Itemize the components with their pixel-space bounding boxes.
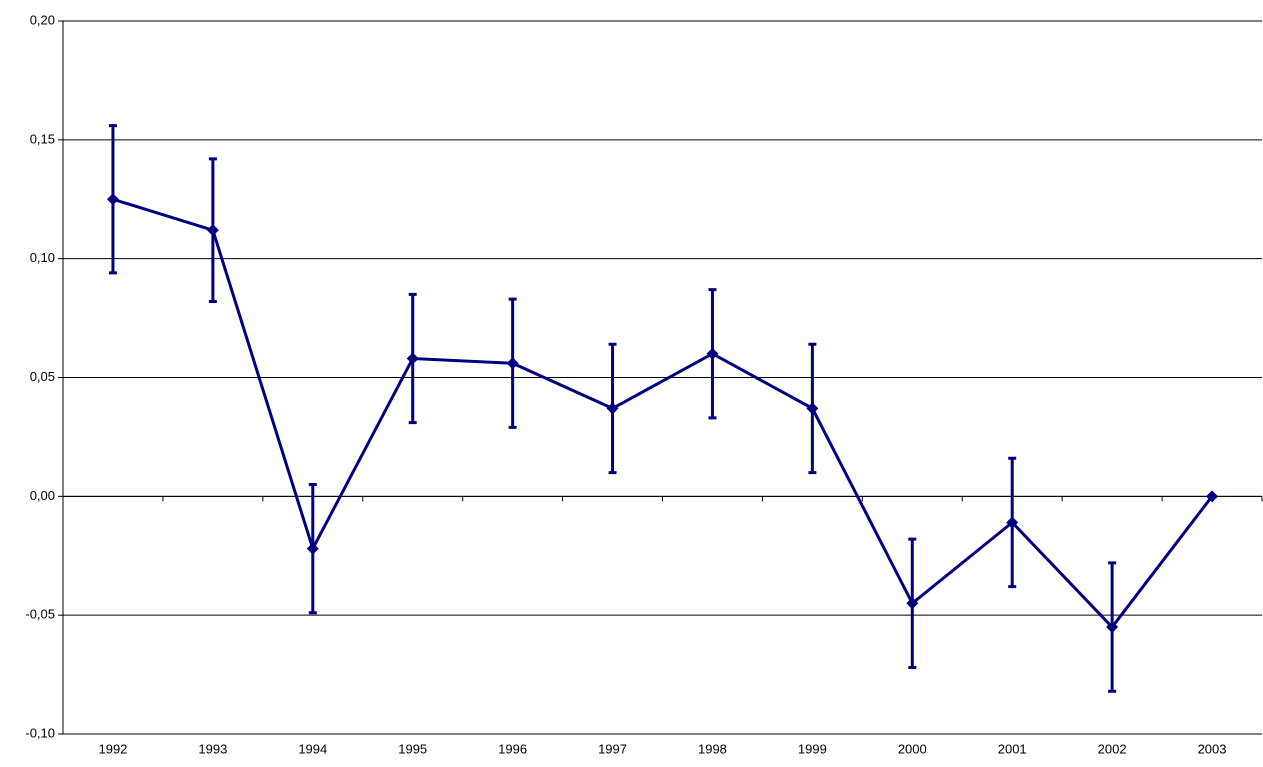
x-tick-label: 1995 (398, 741, 427, 756)
y-tick-label: 0,05 (30, 369, 55, 384)
data-point (306, 542, 319, 555)
data-point (406, 352, 419, 365)
x-tick-label: 1993 (198, 741, 227, 756)
data-point (906, 597, 919, 610)
y-tick-label: -0,10 (25, 725, 55, 740)
data-point (606, 402, 619, 415)
data-point (806, 402, 819, 415)
y-tick-label: -0,05 (25, 607, 55, 622)
y-tick-label: 0,00 (30, 488, 55, 503)
data-point (506, 357, 519, 370)
x-tick-label: 2003 (1198, 741, 1227, 756)
data-point (106, 193, 119, 206)
y-tick-label: 0,20 (30, 12, 55, 27)
data-line (112, 197, 1214, 630)
data-point (1206, 490, 1219, 503)
y-tick-label: 0,15 (30, 131, 55, 146)
x-tick-label: 2002 (1098, 741, 1127, 756)
x-tick-label: 1996 (498, 741, 527, 756)
data-point (1006, 516, 1019, 529)
data-point (1106, 621, 1119, 634)
x-tick-label: 1997 (598, 741, 627, 756)
data-point (206, 224, 219, 237)
data-point (706, 347, 719, 360)
x-tick-label: 1992 (98, 741, 127, 756)
x-tick-label: 1999 (798, 741, 827, 756)
x-tick-label: 1998 (698, 741, 727, 756)
x-tick-label: 1994 (298, 741, 327, 756)
x-tick-label: 2000 (898, 741, 927, 756)
x-tick-label: 2001 (998, 741, 1027, 756)
y-tick-label: 0,10 (30, 250, 55, 265)
